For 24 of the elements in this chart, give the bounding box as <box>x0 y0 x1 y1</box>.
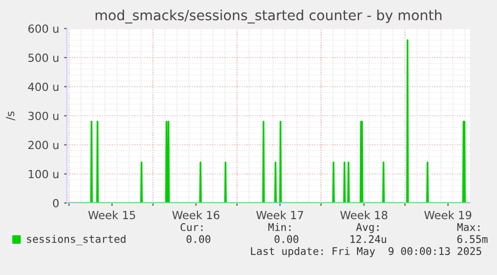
y-tick-label: 300 u <box>28 112 58 120</box>
y-tick-label: 0 <box>53 198 59 208</box>
y-tick-label: 500 u <box>28 54 58 62</box>
y-tick-label: 200 u <box>28 140 58 150</box>
x-tick-label: Week 18 <box>340 210 388 220</box>
text: Cur: <box>180 223 202 232</box>
text: Avg: <box>356 223 378 234</box>
y-tick-label: 400 u <box>28 82 58 92</box>
chart-title: mod_smacks/sessions_started counter - by month <box>96 10 442 24</box>
text: 6.55m <box>457 235 488 244</box>
legend-label: sessions_started <box>27 234 126 246</box>
text: 0.00 <box>186 235 210 244</box>
text: Last update: Fri May 9 00:00:13 2025 <box>251 246 482 258</box>
text: Max: <box>457 223 480 232</box>
y-tick-label: 100 u <box>28 170 58 178</box>
x-tick-label: Week 15 <box>88 210 136 220</box>
text: 12.24u <box>350 235 386 244</box>
text: Min: <box>268 222 290 231</box>
text: 0.00 <box>274 235 298 244</box>
x-tick-label: Week 17 <box>256 210 304 220</box>
x-tick-label: Week 16 <box>172 210 220 220</box>
y-tick-label: 600 u <box>28 24 58 33</box>
x-tick-label: Week 19 <box>424 210 472 220</box>
y-axis-title: /s <box>6 112 16 121</box>
